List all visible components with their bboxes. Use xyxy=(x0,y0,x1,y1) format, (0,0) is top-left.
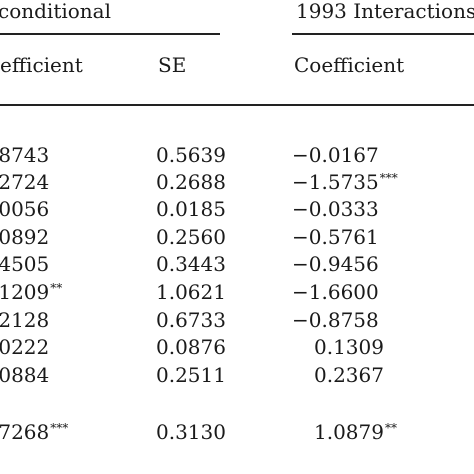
cell-coefficient: .7268*** xyxy=(0,420,69,444)
column-header-coefficient-interactions: Coefficient xyxy=(294,53,405,77)
cell-interaction-coefficient: −0.5761 xyxy=(292,225,379,249)
group-rule-left xyxy=(0,33,220,35)
significance-stars: *** xyxy=(50,421,69,435)
cell-interaction-coefficient: −0.0167 xyxy=(292,143,379,167)
group-header-conditional: conditional xyxy=(0,0,111,23)
cell-se: 0.3443 xyxy=(156,252,226,276)
cell-coefficient: .1209** xyxy=(0,280,63,304)
cell-coefficient: .0222 xyxy=(0,335,50,359)
cell-se: 1.0621 xyxy=(156,280,226,304)
cell-se: 0.0876 xyxy=(156,335,226,359)
cell-se: 0.2688 xyxy=(156,170,226,194)
significance-stars: *** xyxy=(379,171,398,185)
cell-interaction-coefficient: −1.6600 xyxy=(292,280,379,304)
cell-coefficient: .0884 xyxy=(0,363,50,387)
group-header-1993-interactions: 1993 Interactions xyxy=(296,0,474,23)
cell-interaction-coefficient: −1.5735*** xyxy=(292,170,398,194)
cell-interaction-coefficient: 1.0879** xyxy=(314,420,397,444)
cell-se: 0.2511 xyxy=(156,363,226,387)
significance-stars: ** xyxy=(50,281,63,295)
column-header-se: SE xyxy=(158,53,187,77)
significance-stars: ** xyxy=(384,421,397,435)
cell-coefficient: .0892 xyxy=(0,225,50,249)
cell-interaction-coefficient: −0.0333 xyxy=(292,197,379,221)
group-rule-right xyxy=(292,33,474,35)
cell-se: 0.6733 xyxy=(156,308,226,332)
cell-interaction-coefficient: −0.9456 xyxy=(292,252,379,276)
cell-coefficient: .2724 xyxy=(0,170,50,194)
cell-se: 0.5639 xyxy=(156,143,226,167)
cell-interaction-coefficient: −0.8758 xyxy=(292,308,379,332)
cell-coefficient: .0056 xyxy=(0,197,50,221)
column-header-coefficient: efficient xyxy=(0,53,83,77)
cell-se: 0.2560 xyxy=(156,225,226,249)
cell-se: 0.0185 xyxy=(156,197,226,221)
cell-coefficient: .8743 xyxy=(0,143,50,167)
cell-interaction-coefficient: 0.1309 xyxy=(314,335,384,359)
cell-coefficient: .4505 xyxy=(0,252,50,276)
header-rule xyxy=(0,104,474,106)
cell-interaction-coefficient: 0.2367 xyxy=(314,363,384,387)
cell-se: 0.3130 xyxy=(156,420,226,444)
cell-coefficient: .2128 xyxy=(0,308,50,332)
